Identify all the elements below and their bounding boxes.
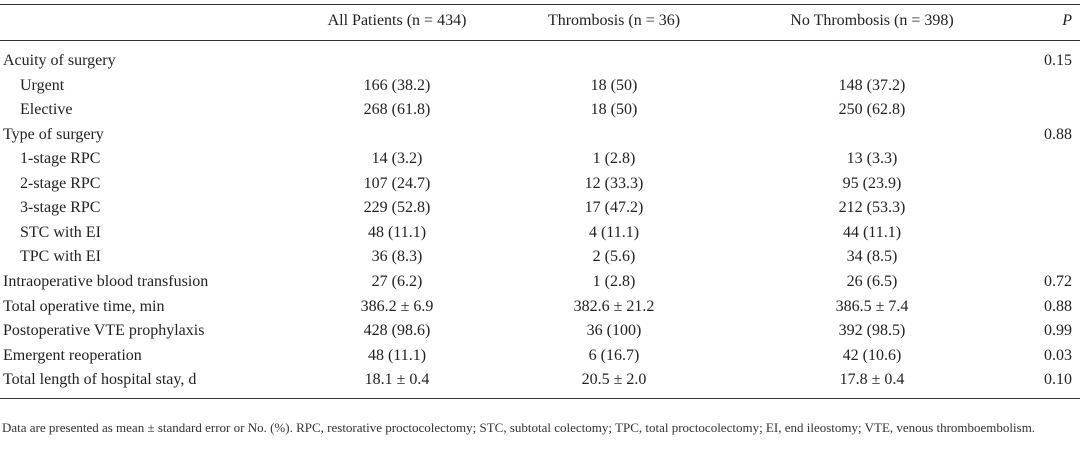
row-label: Emergent reoperation: [3, 346, 142, 364]
row-label: Total operative time, min: [3, 297, 165, 315]
cell: 1 (2.8): [592, 150, 636, 168]
row-label: Total length of hospital stay, d: [3, 371, 197, 389]
row-label: Type of surgery: [3, 125, 104, 143]
sub-row-label: TPC with EI: [20, 248, 101, 266]
sub-row-label: 3-stage RPC: [20, 199, 101, 217]
cell: 18.1 ± 0.4: [364, 371, 430, 389]
cell: 166 (38.2): [363, 76, 431, 94]
cell: 386.2 ± 6.9: [360, 297, 434, 315]
cell: 0.88: [1044, 297, 1072, 315]
cell: 13 (3.3): [846, 150, 898, 168]
cell: 14 (3.2): [371, 150, 423, 168]
cell: 26 (6.5): [846, 272, 898, 290]
sub-row-label: STC with EI: [20, 223, 101, 241]
cell: 212 (53.3): [838, 199, 906, 217]
cell: 48 (11.1): [367, 346, 427, 364]
header-rule: [0, 40, 1080, 41]
cell: 6 (16.7): [588, 346, 640, 364]
cell: 12 (33.3): [584, 174, 644, 192]
cell: 386.5 ± 7.4: [835, 297, 909, 315]
cell: 4 (11.1): [588, 223, 640, 241]
cell: 148 (37.2): [838, 76, 906, 94]
cell: 0.99: [1044, 322, 1072, 340]
column-header: P: [1062, 12, 1072, 29]
cell: 268 (61.8): [363, 101, 431, 119]
sub-row-label: Elective: [20, 101, 73, 119]
cell: 36 (8.3): [371, 248, 423, 266]
cell: 42 (10.6): [842, 346, 902, 364]
cell: 2 (5.6): [592, 248, 636, 266]
cell: 20.5 ± 2.0: [581, 371, 647, 389]
column-header: No Thrombosis (n = 398): [790, 12, 954, 29]
sub-row-label: 2-stage RPC: [20, 174, 101, 192]
cell: 17.8 ± 0.4: [839, 371, 905, 389]
row-label: Postoperative VTE prophylaxis: [3, 322, 205, 340]
cell: 48 (11.1): [367, 223, 427, 241]
cell: 250 (62.8): [838, 101, 906, 119]
sub-row-label: Urgent: [20, 76, 65, 94]
cell: 1 (2.8): [592, 272, 636, 290]
cell: 107 (24.7): [363, 174, 431, 192]
cell: 36 (100): [586, 322, 642, 340]
footnote: Data are presented as mean ± standard er…: [2, 420, 1036, 435]
cell: 18 (50): [590, 76, 638, 94]
cell: 0.15: [1044, 52, 1072, 69]
cell: 27 (6.2): [371, 272, 423, 290]
cell: 34 (8.5): [846, 248, 898, 266]
column-header: Thrombosis (n = 36): [547, 12, 681, 29]
column-header: All Patients (n = 434): [327, 12, 467, 29]
cell: 0.88: [1044, 125, 1072, 143]
cell: 17 (47.2): [584, 199, 644, 217]
sub-row-label: 1-stage RPC: [20, 150, 101, 168]
cell: 18 (50): [590, 101, 638, 119]
row-label: Intraoperative blood transfusion: [3, 272, 209, 290]
cell: 95 (23.9): [842, 174, 902, 192]
row-label: Acuity of surgery: [3, 52, 116, 69]
bottom-rule: [0, 398, 1080, 399]
top-rule: [0, 4, 1080, 5]
cell: 0.72: [1044, 272, 1072, 290]
cell: 392 (98.5): [838, 322, 906, 340]
cell: 0.10: [1044, 371, 1072, 389]
cell: 382.6 ± 21.2: [573, 297, 655, 315]
cell: 428 (98.6): [363, 322, 431, 340]
cell: 44 (11.1): [842, 223, 902, 241]
cell: 0.03: [1044, 346, 1072, 364]
cell: 229 (52.8): [363, 199, 431, 217]
